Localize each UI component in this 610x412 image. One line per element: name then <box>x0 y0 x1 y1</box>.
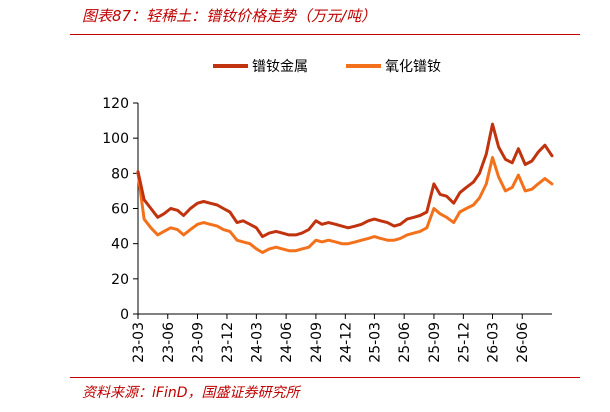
legend-label-metal: 镨钕金属 <box>252 59 308 75</box>
y-tick-label: 100 <box>102 131 129 147</box>
y-tick-label: 60 <box>111 202 129 218</box>
series-line-metal <box>136 122 554 239</box>
x-axis: 23-03 23-06 23-09 23-12 24-03 24-06 24-09 24-12… <box>131 313 552 363</box>
x-tick-label: 24-06 <box>279 322 295 363</box>
y-tick-label: 120 <box>102 96 129 112</box>
x-tick-label: 25-06 <box>397 322 413 363</box>
x-tick-label: 24-03 <box>249 322 265 363</box>
y-tick-label: 40 <box>111 237 129 253</box>
y-tick-label: 20 <box>111 272 129 288</box>
y-axis: 0 20 40 60 80 100 120 <box>102 96 139 323</box>
y-tick-label: 80 <box>111 166 129 182</box>
x-tick-label: 23-12 <box>220 322 236 363</box>
x-tick-label: 25-12 <box>456 322 472 363</box>
x-tick-label: 23-06 <box>161 322 177 363</box>
title-divider <box>70 34 580 35</box>
x-tick-label: 26-06 <box>515 322 531 363</box>
x-tick-label: 23-09 <box>191 322 207 363</box>
source-note: 资料来源：iFinD，国盛证券研究所 <box>82 385 300 401</box>
plot-area <box>136 122 554 254</box>
x-tick-label: 23-03 <box>131 322 147 363</box>
legend: 镨钕金属 氧化镨钕 <box>213 59 441 75</box>
footer-divider <box>70 377 580 378</box>
y-tick-label: 0 <box>120 307 129 323</box>
legend-label-oxide: 氧化镨钕 <box>385 59 441 75</box>
x-tick-label: 25-09 <box>427 322 443 363</box>
x-tick-label: 24-12 <box>338 322 354 363</box>
x-tick-label: 25-03 <box>367 322 383 363</box>
figure-title: 图表87：轻稀土：镨钕价格走势（万元/吨） <box>82 7 377 25</box>
x-tick-label: 26-03 <box>485 322 501 363</box>
x-tick-label: 24-09 <box>309 322 325 363</box>
series-line-oxide <box>136 156 554 254</box>
